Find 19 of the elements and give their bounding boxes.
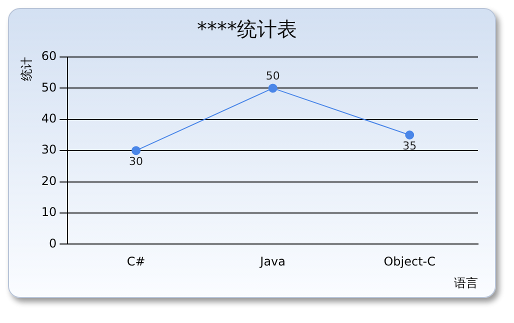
point bbox=[268, 84, 278, 93]
x-tick-label: C# bbox=[126, 254, 146, 269]
y-tick-label: 40 bbox=[41, 112, 57, 126]
data-label: 50 bbox=[266, 70, 280, 83]
y-tick-label: 10 bbox=[41, 205, 57, 220]
point bbox=[405, 130, 414, 140]
chart-title: ****统计表 bbox=[197, 17, 297, 42]
x-tick-label: Java bbox=[259, 254, 286, 269]
x-axis-title: 语言 bbox=[454, 276, 478, 290]
y-tick-label: 0 bbox=[49, 236, 57, 250]
data-label: 35 bbox=[402, 139, 417, 152]
y-tick-label: 50 bbox=[41, 80, 57, 94]
y-axis-title: 统计 bbox=[19, 57, 34, 81]
data-label: 30 bbox=[129, 154, 144, 168]
y-tick-label: 30 bbox=[41, 142, 57, 157]
x-tick-label: Object-C bbox=[384, 254, 436, 269]
point bbox=[132, 146, 141, 156]
y-tick-label: 60 bbox=[41, 49, 57, 64]
y-tick-label: 20 bbox=[41, 174, 57, 188]
